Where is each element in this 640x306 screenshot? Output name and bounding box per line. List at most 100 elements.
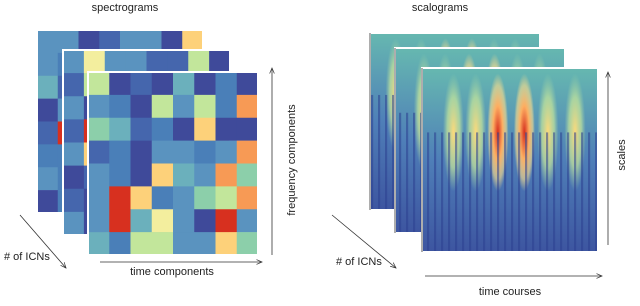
heatmap-cell (194, 232, 216, 256)
heatmap-cell (140, 30, 162, 54)
heatmap-cell (151, 209, 174, 233)
heatmap-cell (99, 30, 121, 54)
heatmap-cell (151, 163, 174, 187)
heatmap-cell (63, 165, 85, 190)
heatmap-cell (151, 140, 174, 164)
depth-arrow (19, 214, 66, 268)
heatmap-cell (182, 30, 204, 54)
heatmap-cell (173, 94, 195, 119)
depth-label: # of ICNs (4, 251, 50, 263)
heatmap-cell (173, 72, 195, 96)
heatmap-cell (194, 209, 216, 233)
heatmap-cell (109, 117, 131, 141)
heatmap-cell (236, 117, 259, 141)
heatmap-cell (173, 140, 195, 164)
heatmap-cell (109, 140, 131, 164)
axis-label: time components (130, 266, 214, 278)
heatmap-cell (151, 232, 174, 256)
heatmap-cell (37, 98, 59, 122)
heatmap-cell (130, 140, 153, 164)
heatmap-cell (109, 209, 131, 233)
heatmap-cell (37, 144, 59, 168)
heatmap-cell (167, 50, 189, 74)
heatmap-cell (173, 117, 195, 141)
heatmap-cell (37, 121, 59, 145)
heatmap-cell (215, 117, 238, 141)
heatmap-cell (236, 209, 259, 233)
heatmap-cell (130, 72, 153, 96)
frame (87, 71, 259, 256)
heatmap-cell (109, 186, 131, 210)
heatmap-cell (194, 163, 216, 187)
heatmap-cell (109, 94, 131, 119)
heatmap-cell (215, 232, 238, 256)
panel-title: spectrograms (92, 2, 159, 14)
heatmap-cell (161, 30, 183, 54)
heatmap-cell (151, 117, 174, 141)
heatmap-cell (151, 72, 174, 96)
depth-arrow (331, 214, 396, 268)
heatmap-cell (78, 30, 100, 54)
heatmap-cell (63, 211, 85, 236)
heatmap-cell (63, 73, 85, 97)
heatmap-cell (120, 30, 142, 54)
heatmap-cell (104, 50, 126, 74)
heatmap-cell (236, 232, 259, 256)
heatmap-cell (37, 52, 59, 77)
heatmap-cell (63, 188, 85, 213)
heatmap-cell (109, 72, 131, 96)
heatmap-cell (209, 50, 231, 74)
heatmap-cell (63, 142, 85, 166)
heatmap-cell (88, 209, 110, 233)
heatmap-cell (37, 190, 59, 214)
heatmap-cell (173, 209, 195, 233)
heatmap-cell (173, 186, 195, 210)
heatmap-cell (83, 50, 106, 74)
heatmap-cell (215, 94, 238, 119)
heatmap-cell (236, 72, 259, 96)
heatmap-cell (236, 140, 259, 164)
heatmap-cell (63, 50, 85, 74)
heatmap-cell (125, 50, 147, 74)
heatmap-cell (151, 186, 174, 210)
heatmap-cell (63, 96, 85, 120)
heatmap-cell (215, 72, 238, 96)
heatmap-cell (130, 117, 153, 141)
heatmap-cell (109, 232, 131, 256)
axis-label: time courses (479, 286, 542, 298)
heatmap-cell (37, 167, 59, 191)
heatmap-cell (151, 94, 174, 119)
heatmap-cell (215, 140, 238, 164)
heatmap-cell (57, 30, 79, 54)
heatmap-cell (236, 94, 259, 119)
heatmap-cell (146, 50, 168, 74)
heatmap-cell (173, 163, 195, 187)
heatmap-cell (236, 186, 259, 210)
heatmap-cell (88, 232, 110, 256)
heatmap-cell (37, 75, 59, 99)
heatmap-cell (130, 232, 153, 256)
heatmap-cell (88, 117, 110, 141)
heatmap-cell (130, 186, 153, 210)
heatmap-cell (188, 50, 210, 74)
depth-label: # of ICNs (336, 256, 382, 268)
scalogram (421, 67, 599, 253)
heatmap-cell (88, 140, 110, 164)
heatmap-cell (194, 94, 216, 119)
scalogram-stripes (422, 132, 598, 252)
spectrogram (87, 71, 259, 256)
heatmap-cell (215, 209, 238, 233)
heatmap-cell (173, 232, 195, 256)
heatmap-cell (130, 94, 153, 119)
heatmap-cell (130, 209, 153, 233)
heatmap-cell (215, 163, 238, 187)
axis-label: frequency components (286, 104, 298, 216)
heatmap-cell (194, 117, 216, 141)
heatmap-cell (215, 186, 238, 210)
heatmap-cell (37, 30, 59, 54)
heatmap-cell (236, 163, 259, 187)
panel-title: scalograms (412, 2, 469, 14)
heatmap-cell (88, 94, 110, 119)
heatmap-cell (63, 119, 85, 143)
